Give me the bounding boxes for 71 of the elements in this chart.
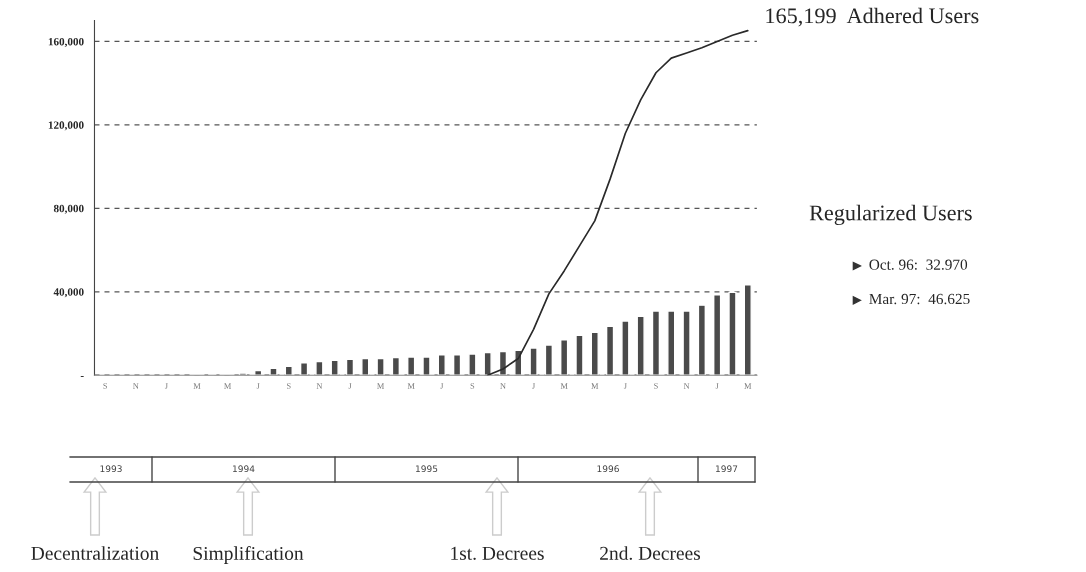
bar [544,344,554,376]
x-tick-label: J [256,383,260,389]
bar [682,310,691,376]
bar [452,354,462,376]
bar [254,369,263,376]
bar [299,362,309,376]
x-tick-label: S [103,383,107,389]
text: 1996 [597,465,619,473]
bar [269,367,278,376]
bar [345,358,355,376]
bar [713,294,722,376]
bar [407,356,416,376]
x-tick-label: J [623,383,627,389]
text: Regularized Users [809,204,972,226]
bar [621,320,630,376]
text: Decentralization [31,546,159,560]
text: 2nd. Decrees [600,546,701,560]
text: 1995 [416,465,438,473]
bar [636,315,645,376]
bar [605,325,615,376]
y-tick-label: 40,000 [53,288,84,298]
bar [437,354,446,376]
bar [330,359,339,376]
x-tick-label: M [560,383,568,389]
text: Mar. 97: 46.625 [869,293,970,305]
x-tick-label: N [500,383,506,389]
bar [376,357,385,376]
x-tick-label: M [591,383,599,389]
bar [422,356,431,376]
bar [590,331,599,376]
bar [483,351,492,376]
x-tick-label: J [715,383,719,389]
x-tick-label: M [407,383,415,389]
y-tick-label: 120,000 [48,121,84,131]
line-series [486,29,749,376]
bar [560,339,569,376]
x-tick-label: S [470,383,475,389]
x-tick-label: M [193,383,201,389]
text: 1997 [716,465,738,473]
text: 1994 [233,465,255,473]
bar [361,357,370,376]
x-tick-label: N [316,383,323,389]
x-tick-label: J [164,383,168,389]
y-tick-label: 80,000 [53,204,84,214]
x-tick-label: M [224,383,232,389]
x-tick-label: N [683,383,690,389]
bar [575,334,584,376]
x-tick-label: J [348,383,352,389]
x-tick-label: M [377,383,385,389]
x-tick-label: S [287,383,291,389]
bar [284,365,293,376]
x-tick-label: M [744,383,752,389]
y-tick-label: 160,000 [48,37,84,48]
bar [667,310,676,376]
text: 1993 [100,465,122,473]
bar [315,360,324,376]
text: Simplification [193,546,304,564]
text: Oct. 96: 32.970 [869,259,968,270]
bar [468,353,477,376]
bar [391,356,401,376]
bar [238,372,248,376]
text: 1st. Decrees [451,546,544,560]
x-tick-label: J [532,383,536,389]
x-tick-label: N [133,383,139,389]
bar [697,304,707,376]
x-tick-label: J [440,383,444,389]
y-tick-label: - [80,376,84,377]
bar [651,310,661,376]
x-tick-label: S [654,383,658,389]
text: 165,199 Adhered Users [766,7,979,27]
bar [529,347,538,376]
